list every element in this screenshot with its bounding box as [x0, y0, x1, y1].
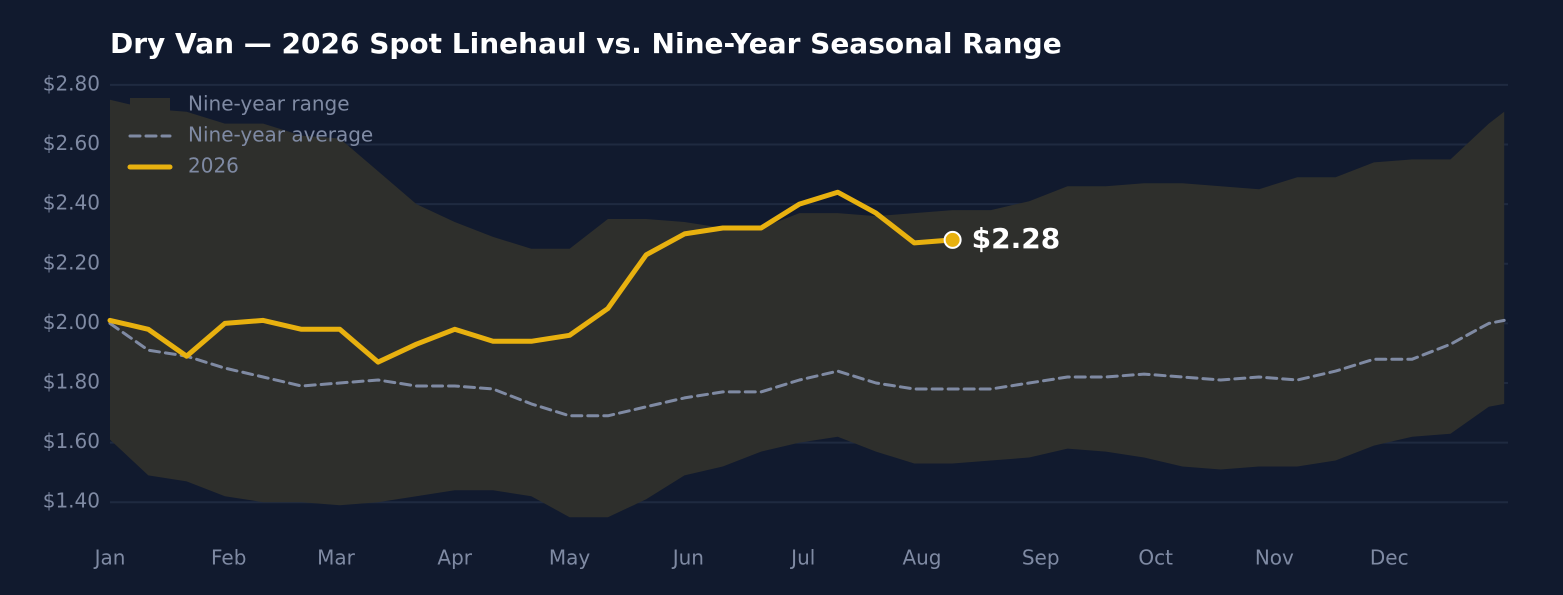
x-tick-label: Sep — [1022, 546, 1060, 570]
x-tick-label: Nov — [1255, 546, 1294, 570]
x-tick-label: Feb — [211, 546, 246, 570]
end-label: $2.28 — [972, 222, 1061, 255]
x-tick-label: May — [549, 546, 591, 570]
y-tick-label: $2.80 — [43, 71, 100, 95]
y-tick-label: $2.00 — [43, 310, 100, 334]
x-tick-label: Jan — [93, 546, 126, 570]
x-tick-label: Mar — [317, 546, 356, 570]
x-tick-label: Aug — [902, 546, 941, 570]
y-tick-label: $1.40 — [43, 489, 100, 513]
x-tick-label: Oct — [1138, 546, 1173, 570]
y-tick-label: $2.20 — [43, 250, 100, 274]
chart-title: Dry Van — 2026 Spot Linehaul vs. Nine-Ye… — [110, 27, 1062, 60]
x-tick-label: Jul — [789, 546, 815, 570]
y-tick-label: $2.40 — [43, 191, 100, 215]
y-tick-label: $1.80 — [43, 370, 100, 394]
average-line — [108, 318, 1506, 418]
legend-label: Nine-year average — [188, 123, 373, 147]
x-tick-label: Dec — [1370, 546, 1409, 570]
y-tick-label: $2.60 — [43, 131, 100, 155]
legend-label: 2026 — [188, 154, 239, 178]
legend-swatch — [130, 98, 170, 112]
legend-label: Nine-year range — [188, 92, 350, 116]
x-tick-label: Jun — [671, 546, 704, 570]
range-band — [110, 99, 1505, 518]
y-tick-label: $1.60 — [43, 429, 100, 453]
x-tick-label: Apr — [437, 546, 472, 570]
series-line — [107, 189, 956, 365]
end-point — [943, 230, 962, 249]
